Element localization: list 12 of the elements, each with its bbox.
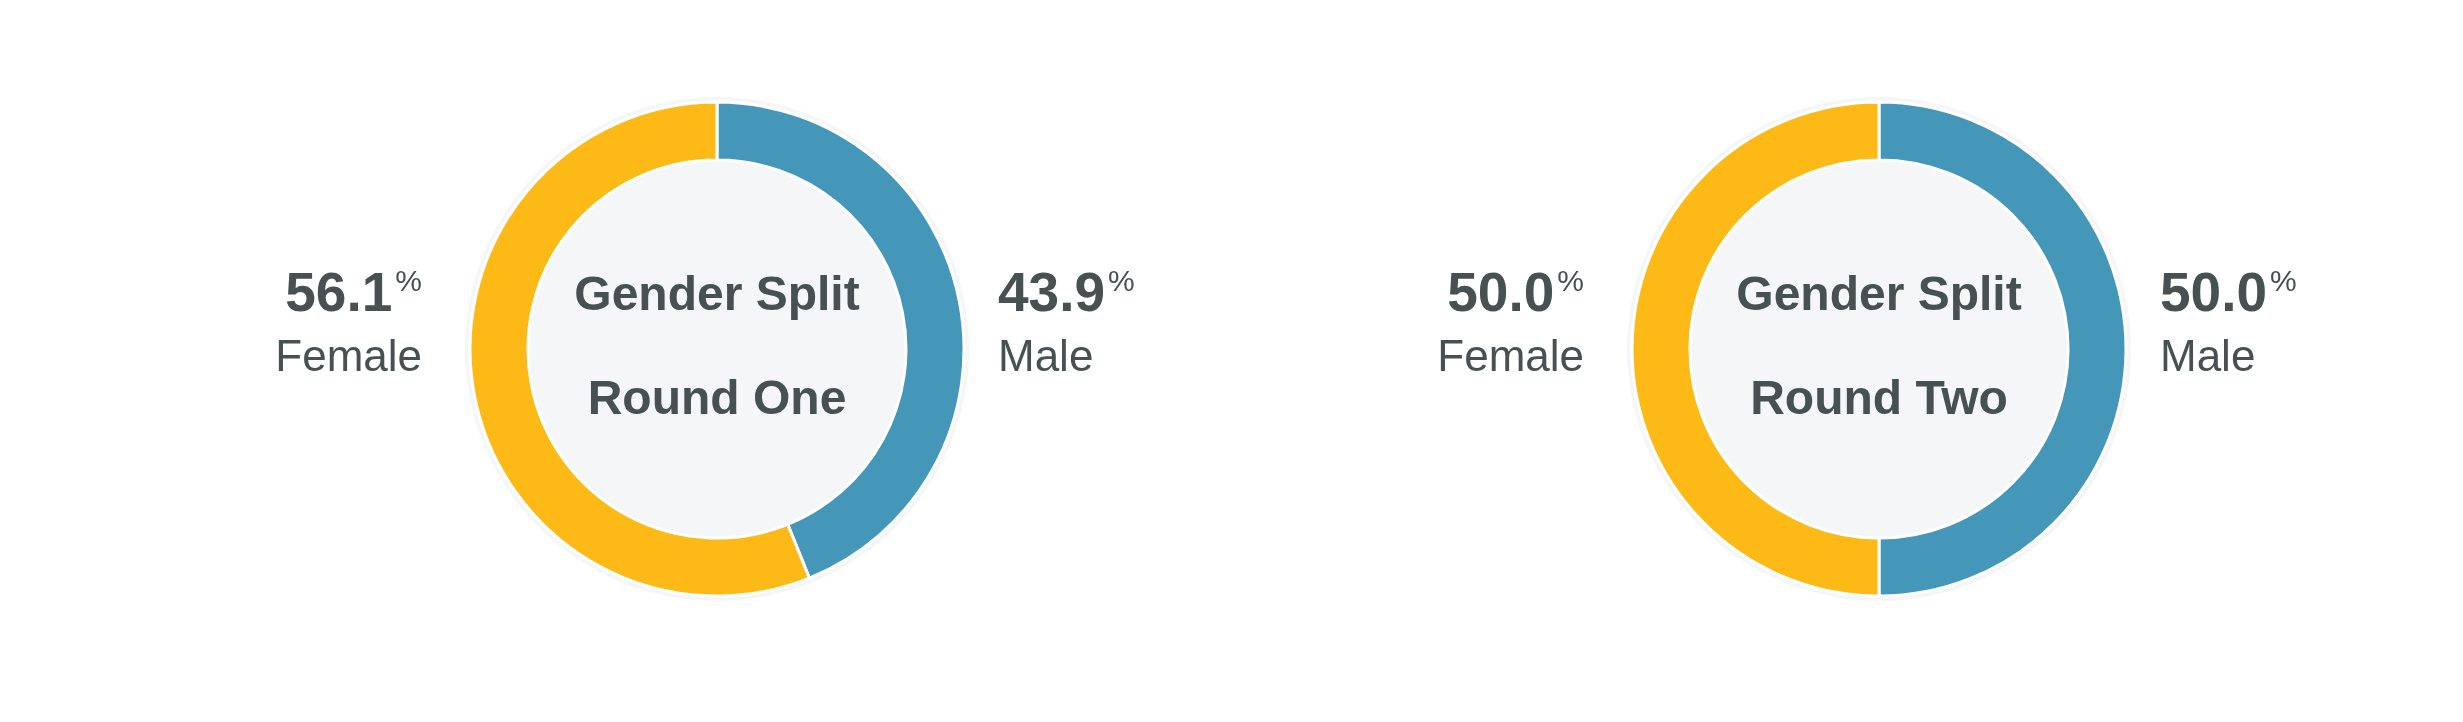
slice-label: Female <box>1437 331 1584 380</box>
text: Round One <box>587 371 847 424</box>
slice-label: Male <box>2160 331 2256 380</box>
text: Round Two <box>1750 371 2008 424</box>
slice-label: Female <box>275 331 422 380</box>
slice-label: Male <box>998 331 1094 380</box>
data-label: 43.9$^{%}$ <box>998 261 1135 323</box>
data-label: 56.1$^{%}$ <box>285 261 422 323</box>
text: Gender Split <box>574 267 860 320</box>
data-label: 50.0$^{%}$ <box>1447 261 1584 323</box>
data-label: 50.0$^{%}$ <box>2160 261 2297 323</box>
text: Gender Split <box>1736 267 2022 320</box>
